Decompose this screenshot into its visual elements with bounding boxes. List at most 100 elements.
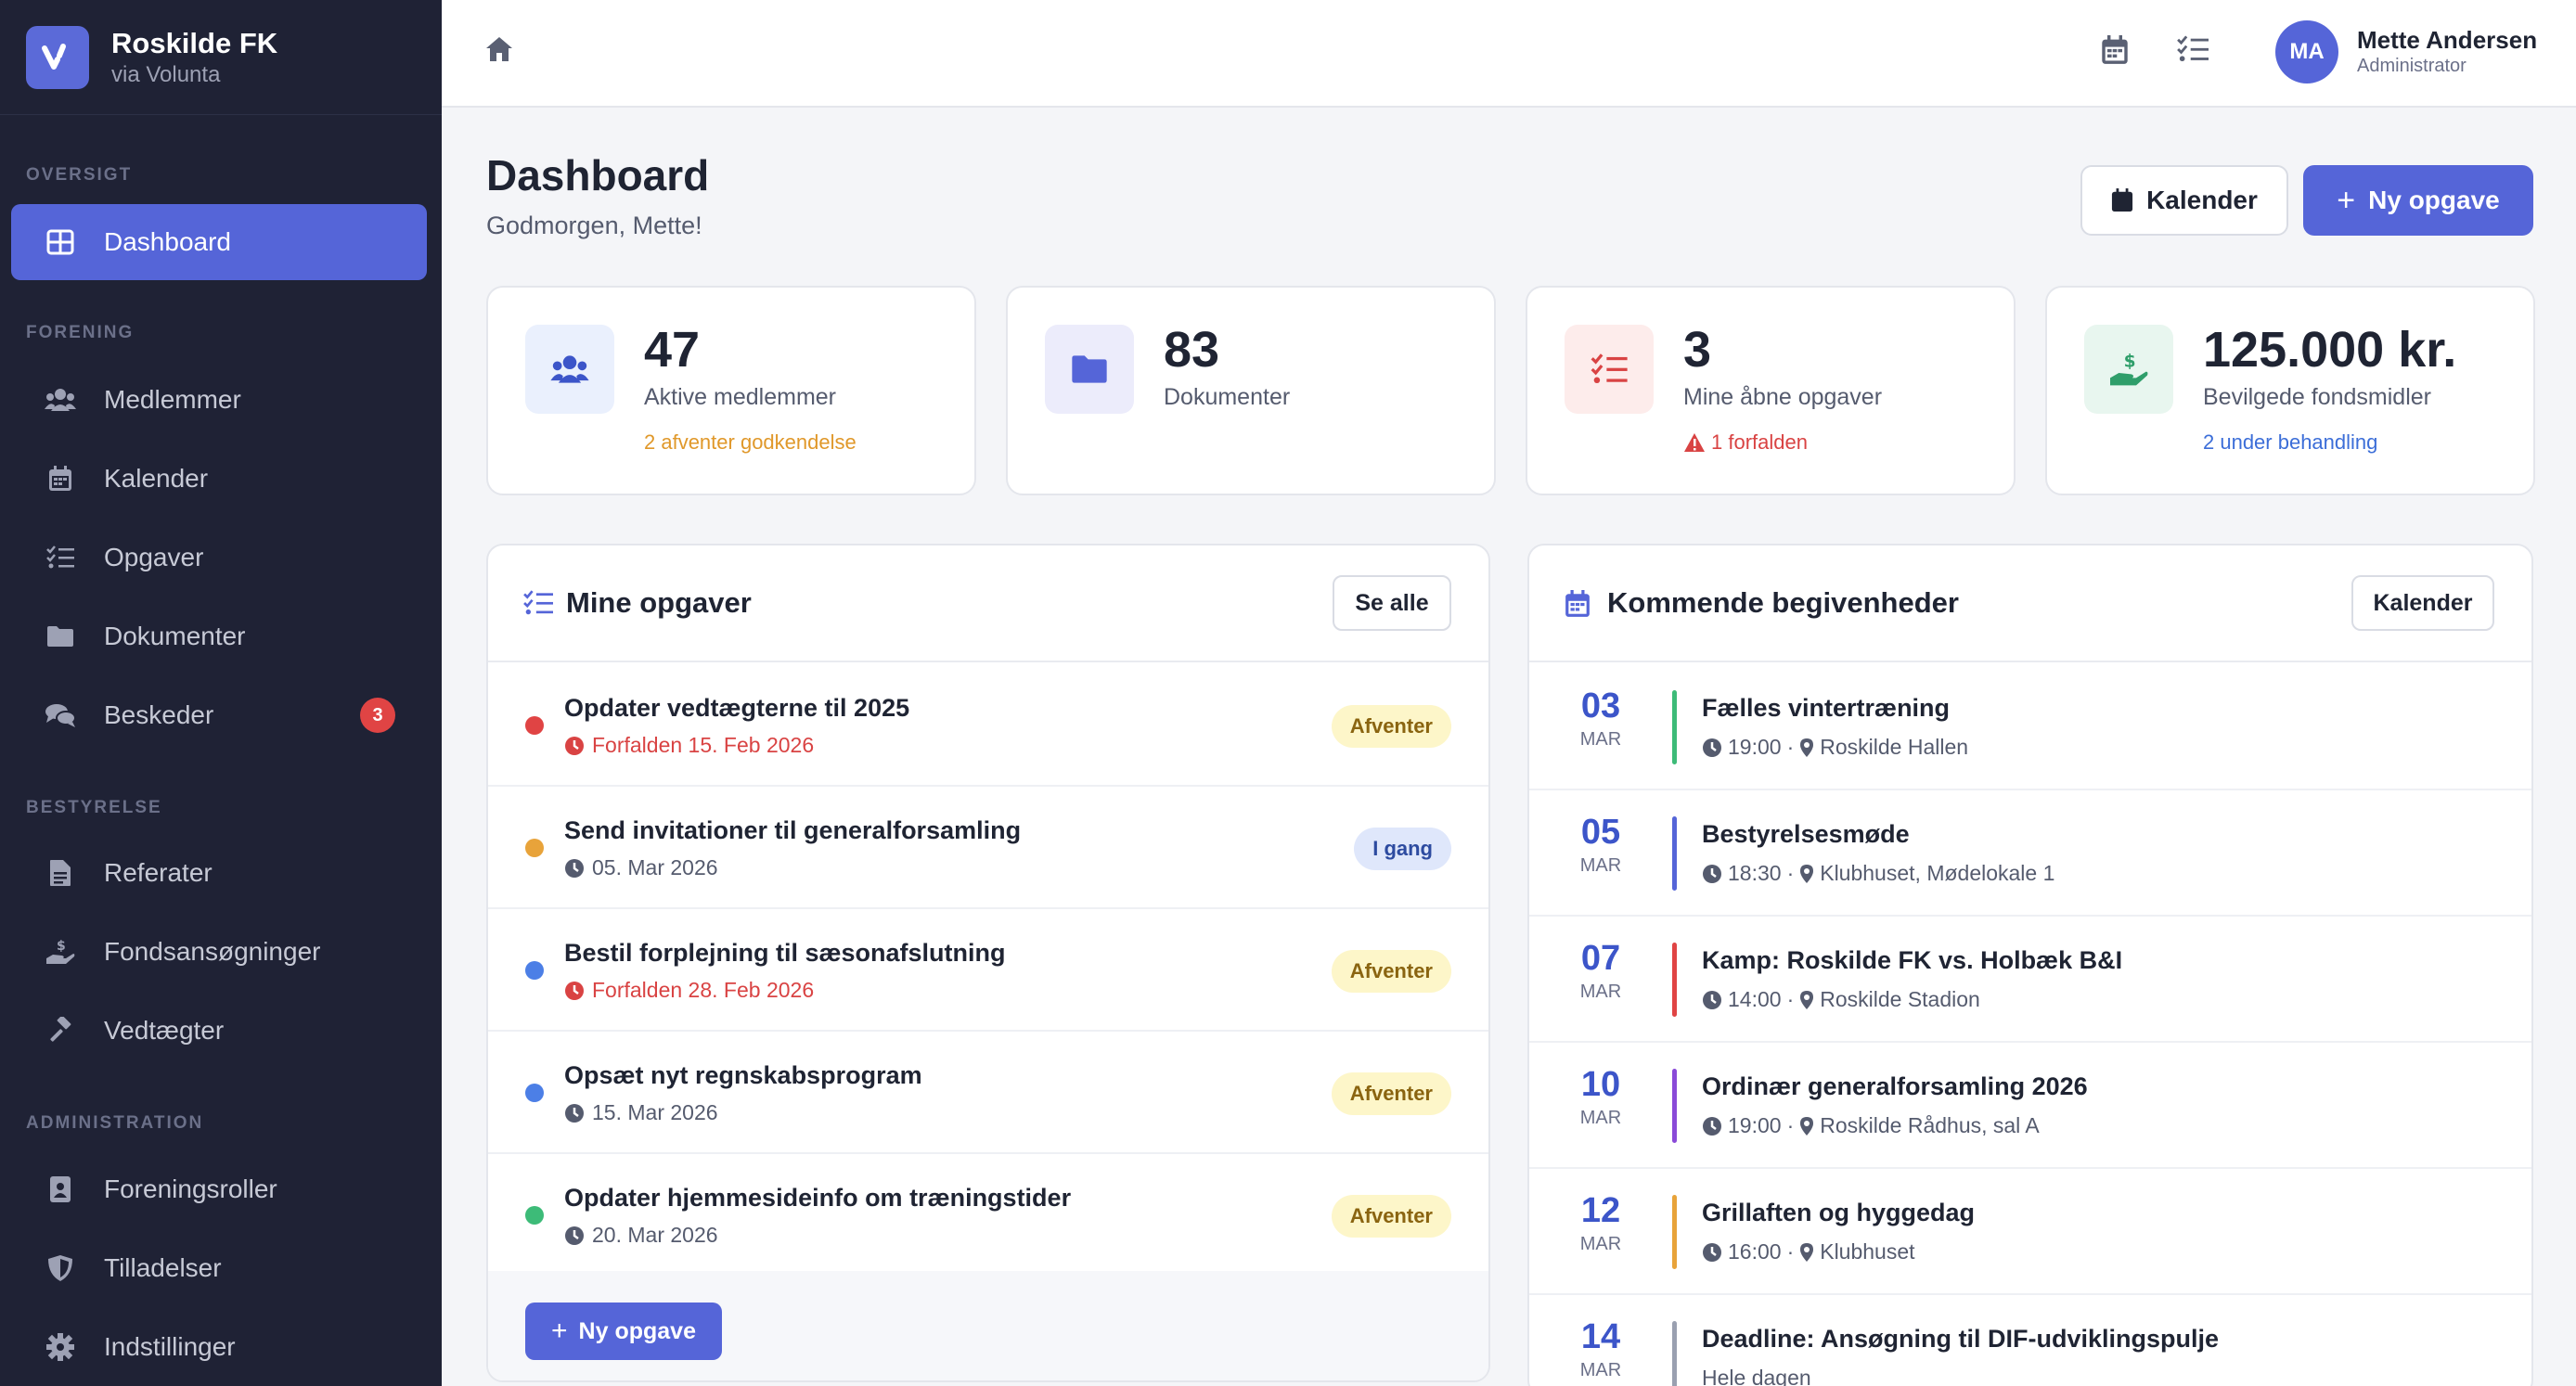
map-pin-icon: [1800, 1242, 1814, 1262]
sidebar-item-vedtaegter[interactable]: Vedtægter: [11, 993, 427, 1069]
event-month: MAR: [1579, 1234, 1622, 1254]
sidebar-item-foreningsroller[interactable]: Foreningsroller: [11, 1151, 427, 1227]
event-row[interactable]: 05 MAR Bestyrelsesmøde 18:30 · Klubhuset…: [1529, 790, 2531, 917]
event-row[interactable]: 10 MAR Ordinær generalforsamling 2026 19…: [1529, 1043, 2531, 1169]
event-meta: 14:00 · Roskilde Stadion: [1702, 987, 1980, 1012]
stat-value: 83: [1164, 322, 1220, 378]
event-title: Kamp: Roskilde FK vs. Holbæk B&I: [1702, 946, 2123, 974]
sidebar-item-opgaver[interactable]: Opgaver: [11, 520, 427, 596]
event-separator: ·: [1786, 861, 1795, 885]
new-task-button[interactable]: + Ny opgave: [2303, 165, 2533, 236]
tasks-icon[interactable]: [2177, 35, 2209, 68]
sidebar-item-kalender[interactable]: Kalender: [11, 441, 427, 517]
task-row[interactable]: Opdater vedtægterne til 2025 Forfalden 1…: [488, 664, 1488, 787]
event-place: Roskilde Stadion: [1820, 987, 1980, 1011]
event-month: MAR: [1579, 982, 1622, 1002]
user-role: Administrator: [2357, 56, 2467, 76]
section-label-bestyrelse: BESTYRELSE: [26, 798, 162, 817]
calendar-button[interactable]: Kalender: [2080, 165, 2288, 236]
stat-label: Mine åbne opgaver: [1683, 384, 1883, 410]
task-due: 20. Mar 2026: [564, 1223, 718, 1248]
task-row[interactable]: Send invitationer til generalforsamling …: [488, 787, 1488, 909]
sidebar-item-medlemmer[interactable]: Medlemmer: [11, 362, 427, 438]
stat-card-open-tasks[interactable]: 3 Mine åbne opgaver 1 forfalden: [1526, 286, 2016, 495]
event-time: 19:00: [1728, 1113, 1782, 1137]
event-title: Fælles vintertræning: [1702, 694, 1951, 722]
priority-dot: [525, 716, 544, 735]
stat-note[interactable]: 2 afventer godkendelse: [644, 430, 857, 454]
task-due: 05. Mar 2026: [564, 855, 718, 880]
stat-value: 3: [1683, 322, 1712, 378]
calendar-icon[interactable]: [2101, 35, 2129, 70]
sidebar-item-fondsansogninger[interactable]: $ Fondsansøgninger: [11, 914, 427, 990]
stat-card-funds[interactable]: $ 125.000 kr. Bevilgede fondsmidler 2 un…: [2045, 286, 2535, 495]
clock-icon: [565, 981, 584, 1000]
event-title: Grillaften og hyggedag: [1702, 1199, 1976, 1226]
event-time: 18:30: [1728, 861, 1782, 885]
sidebar-item-referater[interactable]: Referater: [11, 835, 427, 911]
sidebar-item-dokumenter[interactable]: Dokumenter: [11, 598, 427, 674]
event-row[interactable]: 12 MAR Grillaften og hyggedag 16:00 · Kl…: [1529, 1169, 2531, 1295]
priority-dot: [525, 961, 544, 980]
stat-label: Bevilgede fondsmidler: [2203, 384, 2431, 410]
sidebar-item-label: Fondsansøgninger: [104, 937, 321, 966]
event-color-bar: [1672, 1069, 1677, 1143]
event-row[interactable]: 07 MAR Kamp: Roskilde FK vs. Holbæk B&I …: [1529, 917, 2531, 1043]
event-day: 03: [1580, 687, 1621, 725]
hand-money-icon: $: [43, 934, 78, 969]
task-row[interactable]: Opsæt nyt regnskabsprogram 15. Mar 2026 …: [488, 1032, 1488, 1154]
chat-icon: [43, 698, 78, 733]
brand[interactable]: Roskilde FK via Volunta: [0, 0, 442, 115]
task-row[interactable]: Bestil forplejning til sæsonafslutning F…: [488, 909, 1488, 1032]
map-pin-icon: [1800, 1116, 1814, 1136]
clock-icon: [565, 858, 584, 878]
event-day: 07: [1580, 939, 1621, 978]
section-label-oversigt: OVERSIGT: [26, 165, 133, 185]
stat-value: 125.000 kr.: [2203, 322, 2457, 378]
id-badge-icon: [43, 1172, 78, 1207]
sidebar-item-tilladelser[interactable]: Tilladelser: [11, 1230, 427, 1306]
event-meta: 19:00 · Roskilde Hallen: [1702, 735, 1968, 760]
stat-card-documents[interactable]: 83 Dokumenter: [1006, 286, 1496, 495]
sidebar-item-beskeder[interactable]: Beskeder 3: [11, 677, 427, 753]
events-calendar-button[interactable]: Kalender: [2351, 575, 2494, 631]
sidebar-item-label: Medlemmer: [104, 385, 241, 414]
stat-card-members[interactable]: 47 Aktive medlemmer 2 afventer godkendel…: [486, 286, 976, 495]
clock-icon: [1703, 1242, 1721, 1262]
user-name[interactable]: Mette Andersen: [2357, 26, 2538, 54]
event-separator: ·: [1786, 987, 1795, 1011]
topbar: MA Mette Andersen Administrator: [442, 0, 2576, 108]
event-color-bar: [1672, 943, 1677, 1017]
calendar-button-label: Kalender: [2146, 186, 2258, 214]
event-time: Hele dagen: [1702, 1366, 1811, 1386]
home-icon[interactable]: [484, 35, 514, 68]
gear-icon: [43, 1329, 78, 1365]
warning-icon: [1684, 433, 1705, 452]
event-title: Ordinær generalforsamling 2026: [1702, 1072, 2088, 1100]
stat-note[interactable]: 2 under behandling: [2203, 430, 2378, 454]
section-label-administration: ADMINISTRATION: [26, 1113, 204, 1133]
stat-note-overdue[interactable]: 1 forfalden: [1683, 430, 1808, 455]
map-pin-icon: [1800, 738, 1814, 757]
tasks-icon: [1565, 325, 1654, 414]
see-all-button[interactable]: Se alle: [1333, 575, 1451, 631]
sidebar-item-dashboard[interactable]: Dashboard: [11, 204, 427, 280]
event-row[interactable]: 14 MAR Deadline: Ansøgning til DIF-udvik…: [1529, 1295, 2531, 1386]
stat-label: Dokumenter: [1164, 384, 1291, 410]
folder-icon: [1045, 325, 1134, 414]
clock-icon: [1703, 990, 1721, 1009]
status-badge: Afventer: [1331, 1195, 1451, 1238]
events-panel-header: Kommende begivenheder Kalender: [1529, 545, 2531, 662]
task-row[interactable]: Opdater hjemmesideinfo om træningstider …: [488, 1154, 1488, 1277]
event-day: 14: [1580, 1317, 1621, 1356]
sidebar-item-indstillinger[interactable]: Indstillinger: [11, 1309, 427, 1385]
task-due-text: Forfalden 28. Feb 2026: [592, 978, 815, 1002]
new-task-footer-button[interactable]: + Ny opgave: [525, 1303, 722, 1360]
stat-value: 47: [644, 322, 701, 378]
task-due-text: 20. Mar 2026: [592, 1223, 718, 1247]
avatar[interactable]: MA: [2275, 20, 2338, 83]
plus-icon: +: [2337, 182, 2356, 218]
tasks-panel-title: Mine opgaver: [566, 586, 752, 619]
event-row[interactable]: 03 MAR Fælles vintertræning 19:00 · Rosk…: [1529, 664, 2531, 790]
brand-sub: via Volunta: [111, 61, 221, 87]
